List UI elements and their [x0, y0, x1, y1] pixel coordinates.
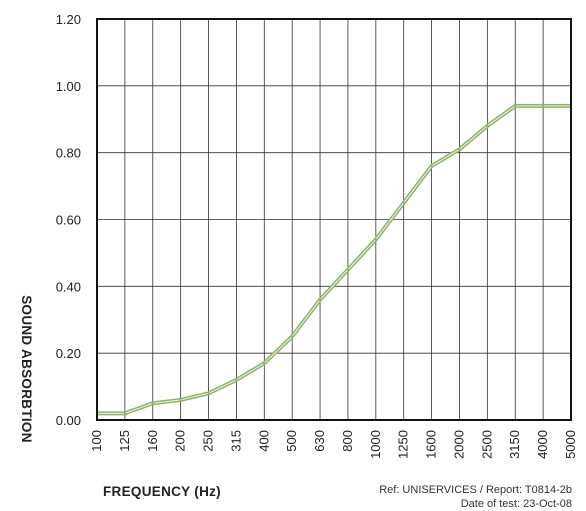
y-tick-label: 0.80 — [56, 146, 81, 161]
data-point — [179, 398, 182, 402]
y-tick-label: 1.00 — [56, 79, 81, 94]
x-axis-title: FREQUENCY (Hz) — [103, 484, 221, 499]
test-date: Date of test: 23-Oct-08 — [460, 498, 572, 510]
y-axis-ticks: 0.00 0.20 0.40 0.60 0.80 1.00 1.20 — [56, 12, 81, 428]
x-tick-label: 1250 — [396, 430, 411, 459]
x-tick-label: 100 — [89, 430, 104, 452]
series-line-inner — [97, 105, 571, 414]
data-point — [430, 164, 433, 168]
data-point — [374, 238, 378, 241]
report-reference: Ref: UNISERVICES / Report: T0814-2b — [379, 484, 572, 496]
x-tick-label: 500 — [284, 430, 299, 452]
plot-frame — [96, 18, 572, 421]
x-tick-label: 250 — [201, 430, 216, 452]
x-tick-label: 125 — [117, 430, 132, 452]
x-tick-label: 4000 — [535, 430, 550, 459]
data-point — [151, 402, 154, 405]
data-point — [402, 201, 405, 204]
y-tick-label: 1.20 — [56, 12, 81, 27]
y-axis-title: SOUND ABSORBTION — [19, 295, 34, 443]
x-tick-label: 2500 — [479, 430, 494, 459]
data-point — [458, 148, 461, 151]
data-point — [207, 392, 210, 395]
data-point — [290, 335, 294, 338]
x-axis-ticks: 100 125 160 200 250 315 400 500 630 800 1000 1250 16… — [89, 430, 578, 459]
x-tick-label: 1000 — [368, 430, 383, 459]
x-tick-label: 630 — [312, 430, 327, 452]
y-tick-label: 0.20 — [56, 346, 81, 361]
y-tick-label: 0.40 — [56, 279, 81, 294]
x-tick-label: 3150 — [507, 430, 522, 459]
data-point — [486, 124, 489, 128]
data-point — [235, 378, 238, 382]
x-tick-label: 315 — [228, 430, 243, 452]
x-tick-label: 1600 — [424, 430, 439, 459]
data-point — [346, 268, 350, 271]
data-point — [541, 104, 545, 108]
series-line-outer — [97, 103, 571, 416]
data-point — [123, 412, 127, 415]
y-tick-label: 0.60 — [56, 213, 81, 228]
x-tick-label: 160 — [145, 430, 160, 452]
x-tick-label: 2000 — [451, 430, 466, 459]
grid-lines — [97, 19, 571, 420]
x-tick-label: 800 — [340, 430, 355, 452]
data-point — [263, 361, 266, 365]
data-point — [318, 298, 322, 301]
data-point — [514, 104, 517, 108]
series-lines — [95, 103, 573, 416]
y-tick-label: 0.00 — [56, 413, 81, 428]
x-tick-label: 400 — [256, 430, 271, 452]
x-tick-label: 200 — [173, 430, 188, 452]
x-tick-label: 5000 — [563, 430, 578, 459]
